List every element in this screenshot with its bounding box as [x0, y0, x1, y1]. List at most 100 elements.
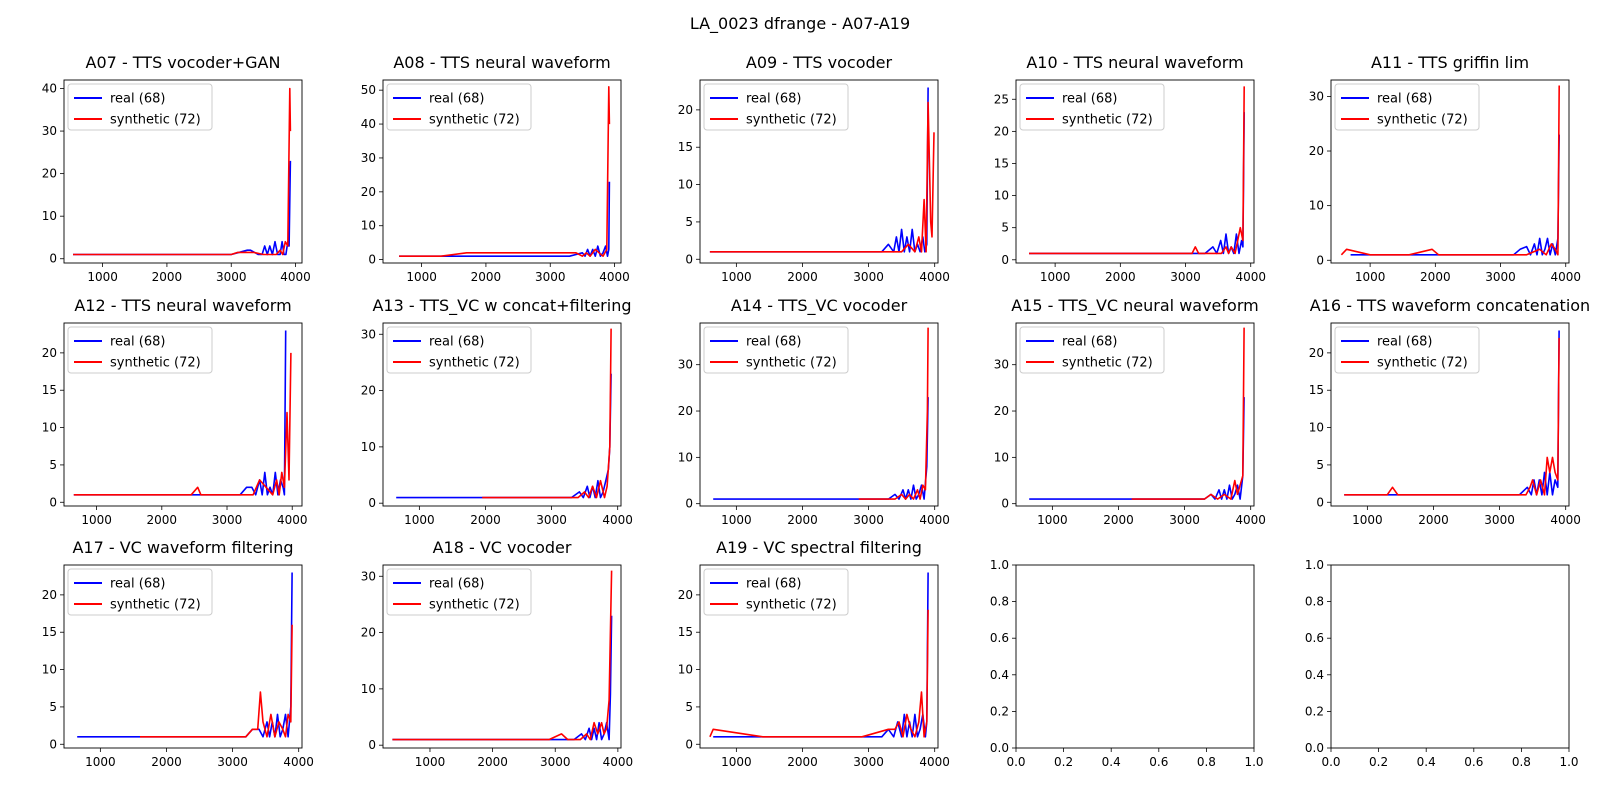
figure-title: LA_0023 dfrange - A07-A19 [690, 14, 910, 34]
x-tick-label: 3000 [853, 755, 884, 769]
x-tick-label: 4000 [919, 513, 950, 527]
y-tick-label: 10 [42, 663, 57, 677]
legend-label: real (68) [110, 577, 165, 592]
y-tick-label: 40 [42, 82, 57, 96]
subplot-title: A15 - TTS_VC neural waveform [1011, 296, 1258, 316]
x-tick-label: 2000 [477, 755, 508, 769]
subplot-10: A16 - TTS waveform concatenation 1000 2000… [1309, 296, 1590, 527]
x-tick-label: 2000 [1420, 270, 1451, 284]
legend-label: synthetic (72) [429, 113, 520, 128]
y-tick-label: 30 [42, 124, 57, 138]
y-tick-label: 0 [685, 737, 693, 751]
legend: real (68) synthetic (72) [1019, 326, 1165, 374]
series-line-real [713, 397, 929, 500]
x-tick-label: 3000 [1169, 513, 1200, 527]
axes-frame [382, 322, 622, 507]
y-tick-label: 15 [42, 625, 57, 639]
legend: real (68) synthetic (72) [1334, 326, 1480, 374]
x-tick-label: 2000 [471, 270, 502, 284]
series-line-real [1350, 134, 1560, 256]
x-tick-label: 0.6 [1464, 755, 1483, 769]
y-tick-label: 20 [42, 167, 57, 181]
legend-label: synthetic (72) [746, 598, 837, 613]
legend-label: real (68) [429, 577, 484, 592]
x-tick-label: 3000 [212, 513, 243, 527]
x-tick-label: 0.8 [1197, 755, 1216, 769]
x-tick-label: 1000 [1037, 513, 1068, 527]
x-tick-label: 0.4 [1102, 755, 1121, 769]
subplot-1: A07 - TTS vocoder+GAN 1000 2000 3000 4000 0 10… [42, 53, 311, 284]
x-tick-label: 1000 [415, 755, 446, 769]
x-tick-label: 2000 [787, 755, 818, 769]
legend: real (68) synthetic (72) [703, 83, 849, 131]
subplot-12: A18 - VC vocoder 1000 2000 3000 4000 0 10 20 30 r… [361, 538, 633, 769]
x-tick-label: 0.2 [1054, 755, 1073, 769]
legend: real (68) synthetic (72) [703, 326, 849, 374]
series-line-synthetic [73, 87, 292, 256]
x-tick-label: 1000 [87, 270, 118, 284]
legend-label: real (68) [746, 577, 801, 592]
x-tick-label: 2000 [787, 270, 818, 284]
y-tick-label: 10 [994, 189, 1009, 203]
axes-frame [699, 79, 939, 264]
x-tick-label: 3000 [536, 513, 567, 527]
legend-box [1019, 326, 1165, 374]
y-tick-label: 15 [1309, 383, 1324, 397]
x-tick-label: 1.0 [1244, 755, 1263, 769]
subplot-title: A07 - TTS vocoder+GAN [86, 53, 281, 72]
legend-label: synthetic (72) [1377, 356, 1468, 371]
x-tick-label: 0.0 [1006, 755, 1025, 769]
y-tick-label: 0 [49, 737, 57, 751]
y-tick-label: 10 [1309, 421, 1324, 435]
x-tick-label: 4000 [1235, 513, 1266, 527]
axes-frame [382, 564, 622, 749]
y-tick-label: 20 [678, 404, 693, 418]
y-tick-label: 20 [42, 346, 57, 360]
x-tick-label: 4000 [602, 513, 633, 527]
legend-box [1334, 83, 1480, 131]
y-tick-label: 10 [361, 440, 376, 454]
subplot-6: A12 - TTS neural waveform 1000 2000 3000 400… [42, 296, 308, 527]
axes-frame [1330, 564, 1570, 749]
y-tick-label: 10 [678, 663, 693, 677]
y-tick-label: 1.0 [990, 558, 1009, 572]
legend-box [67, 83, 213, 131]
x-tick-label: 2000 [1418, 513, 1449, 527]
subplot-7: A13 - TTS_VC w concat+filtering 1000 2000 3… [361, 296, 633, 527]
y-tick-label: 0 [368, 496, 376, 510]
x-tick-label: 4000 [277, 513, 308, 527]
subplot-14: 0.0 0.2 0.4 0.6 0.8 1.0 0.0 0.2 0.4 0.6 0.8 1.0 [990, 558, 1264, 769]
subplot-title: A18 - VC vocoder [433, 538, 572, 557]
y-tick-label: 30 [678, 358, 693, 372]
x-tick-label: 4000 [599, 270, 630, 284]
x-tick-label: 2000 [151, 755, 182, 769]
axes-frame [63, 564, 303, 749]
x-tick-label: 2000 [1105, 270, 1136, 284]
x-tick-label: 1000 [721, 270, 752, 284]
axes-frame [382, 79, 622, 264]
y-tick-label: 40 [361, 117, 376, 131]
legend-label: real (68) [110, 92, 165, 107]
y-tick-label: 5 [1001, 221, 1009, 235]
x-tick-label: 3000 [853, 513, 884, 527]
subplot-8: A14 - TTS_VC vocoder 1000 2000 3000 4000 0 10 2… [678, 296, 950, 527]
legend-label: real (68) [429, 335, 484, 350]
x-tick-label: 1.0 [1559, 755, 1578, 769]
y-tick-label: 5 [1316, 458, 1324, 472]
x-tick-label: 3000 [217, 755, 248, 769]
y-tick-label: 0 [368, 738, 376, 752]
series-line-real [392, 615, 613, 741]
axes-frame [1015, 322, 1255, 507]
x-tick-label: 3000 [540, 755, 571, 769]
y-tick-label: 1.0 [1305, 558, 1324, 572]
series-line-synthetic [73, 352, 292, 496]
x-tick-label: 4000 [1550, 513, 1581, 527]
y-tick-label: 30 [1309, 89, 1324, 103]
x-tick-label: 3000 [1484, 513, 1515, 527]
x-tick-label: 4000 [919, 270, 950, 284]
legend: real (68) synthetic (72) [67, 568, 213, 616]
y-tick-label: 30 [361, 327, 376, 341]
x-tick-label: 2000 [1103, 513, 1134, 527]
